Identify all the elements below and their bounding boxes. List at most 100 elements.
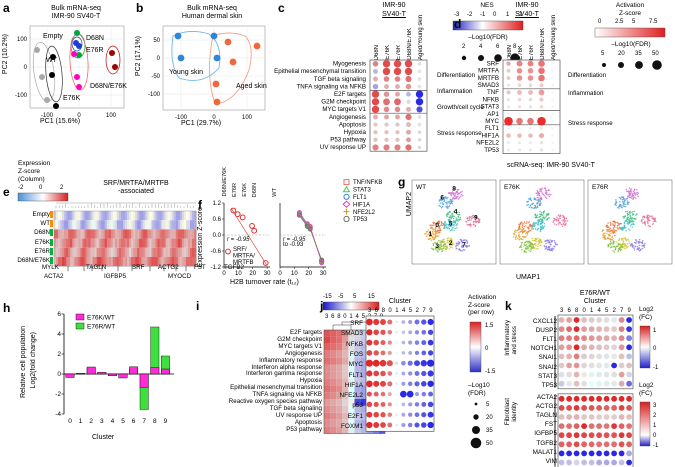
panel-j-dot	[421, 319, 426, 324]
panel-e-cell	[166, 248, 168, 257]
panel-e-cell	[145, 220, 147, 229]
panel-k-dot-g1	[574, 381, 580, 387]
panel-k-dot-g1	[619, 363, 625, 369]
panel-j-dot	[422, 392, 426, 396]
panel-j-dot	[428, 370, 434, 376]
panel-k: k E76R/WT Cluster 3680145279 CXCL12 DUSP2…	[505, 290, 675, 453]
panel-f-xtick: 30	[264, 271, 271, 277]
panel-e-cell	[162, 248, 164, 257]
panel-d-row-label: MRTFB	[478, 75, 499, 82]
panel-f-legend: TNF/NFKB STAT3 FLT1 HIF1A NFE2L2 TP53	[343, 178, 403, 226]
panel-h-xtick: 9	[164, 418, 168, 425]
panel-e-cell	[182, 239, 184, 248]
panel-e-cell	[129, 220, 131, 229]
panel-j-dot	[387, 371, 392, 376]
panel-k-dot-g1	[566, 372, 572, 378]
panel-k-dot-g1	[589, 381, 595, 387]
panel-c-dot	[406, 130, 411, 135]
panel-e-cell	[162, 211, 164, 220]
panel-j-dot	[415, 392, 419, 396]
panel-k-dot-g1	[581, 317, 587, 323]
panel-c-row-label: UV response UP	[320, 144, 366, 151]
panel-k-dot-g1	[581, 354, 587, 360]
panel-k-col-4: 1	[590, 308, 593, 314]
panel-b-ytick-0: 0	[157, 56, 161, 62]
panel-k-g2-row-4: IGFBP5	[534, 430, 557, 437]
panel-k-dot-g2	[596, 441, 602, 447]
panel-d-dot	[540, 113, 542, 115]
panel-f-point	[235, 212, 240, 217]
panel-k-dot-g2	[611, 432, 617, 438]
panel-e-cell	[137, 220, 139, 229]
panel-e-cell	[72, 220, 74, 229]
panel-e-cell	[172, 220, 174, 229]
panel-j-fdr-tick: 35	[486, 428, 493, 434]
panel-e-cell	[147, 248, 149, 257]
panel-j-dot	[415, 402, 419, 406]
panel-k-dot-g1	[626, 344, 632, 350]
panel-c-col-4: Aged/Young skin	[418, 15, 424, 60]
panel-j-dot	[415, 371, 420, 376]
panel-f-ytick: -0.6	[211, 249, 222, 255]
panel-k-dot-g2	[596, 396, 602, 402]
panel-j-dot	[373, 329, 379, 335]
panel-e-cell	[129, 248, 131, 257]
panel-c-dot	[416, 106, 422, 112]
panel-j-col-9: 9	[429, 308, 432, 314]
panel-d-row-label: STAT3	[481, 104, 500, 111]
panel-j-legend-tick-1: 1.5	[485, 323, 494, 329]
panel-e-cell	[58, 211, 60, 220]
panel-c-col-3: D68N/E76K	[407, 28, 413, 60]
panel-d-dot	[528, 90, 533, 95]
panel-e-cell	[93, 220, 95, 229]
panel-j-dot	[395, 403, 398, 406]
panel-g-cluster-id: 0	[435, 222, 439, 229]
panel-e-cell	[91, 211, 93, 220]
panel-e-cell	[190, 211, 192, 220]
panel-k-dot-g2	[574, 460, 580, 466]
panel-h-xlabel: Cluster	[92, 434, 114, 441]
panel-j-dot	[408, 320, 412, 324]
panel-e-cell	[101, 239, 103, 248]
panel-e-cell	[141, 248, 143, 257]
panel-f-left-r: r = -0.95	[227, 237, 250, 243]
panel-e-cell	[95, 229, 97, 238]
panel-k-dot-g2	[611, 460, 617, 466]
panel-e-cell	[192, 229, 194, 238]
panel-k-col-9: 9	[628, 308, 631, 314]
panel-d-row-label: TNF	[487, 89, 499, 96]
panel-k-dot-g2	[626, 423, 632, 429]
panel-d-row-label: HIF1A	[481, 132, 499, 139]
panel-e-cell	[145, 239, 147, 248]
panel-e-cell	[93, 211, 95, 220]
panel-f-legend-item: TNF/NFKB	[353, 180, 382, 186]
panel-e-cell	[82, 211, 84, 220]
panel-k-dot-g2	[581, 405, 587, 411]
panel-j-dot	[408, 341, 412, 345]
panel-d: d IMR-90 SV40-T D68N E76K E76R D68N/E76K Age…	[452, 0, 602, 165]
panel-e-cell	[141, 211, 143, 220]
panel-e-cell	[95, 248, 97, 257]
panel-e-cell	[131, 248, 133, 257]
panel-e-cell	[68, 229, 70, 238]
panel-g-title: scRNA-seq: IMR-90 SV40-T	[436, 162, 666, 170]
panel-e-cell	[133, 211, 135, 220]
panel-k-dot-g2	[604, 423, 610, 429]
panel-e-title-line1: SRF/MRTFA/MRTFB	[72, 180, 200, 188]
panel-e-row-color-5	[50, 257, 53, 264]
panel-e-tick: 2	[60, 185, 63, 191]
panel-e-cell	[54, 239, 56, 248]
panel-e-cell	[172, 248, 174, 257]
panel-e-cell	[143, 220, 145, 229]
panel-k-dot-g1	[604, 372, 610, 378]
panel-k-dot-g2	[581, 396, 587, 402]
panel-f-xtick2: 20	[305, 271, 312, 277]
panel-e-cell	[56, 211, 58, 220]
panel-e-cell	[119, 220, 121, 229]
panel-k-dot-g1	[566, 381, 572, 387]
panel-j-dot	[388, 351, 392, 355]
panel-e-cell	[74, 229, 76, 238]
panel-e-cell	[190, 239, 192, 248]
panel-k-dot-g2	[604, 460, 610, 466]
panel-e-row-2: D68N	[34, 229, 50, 236]
